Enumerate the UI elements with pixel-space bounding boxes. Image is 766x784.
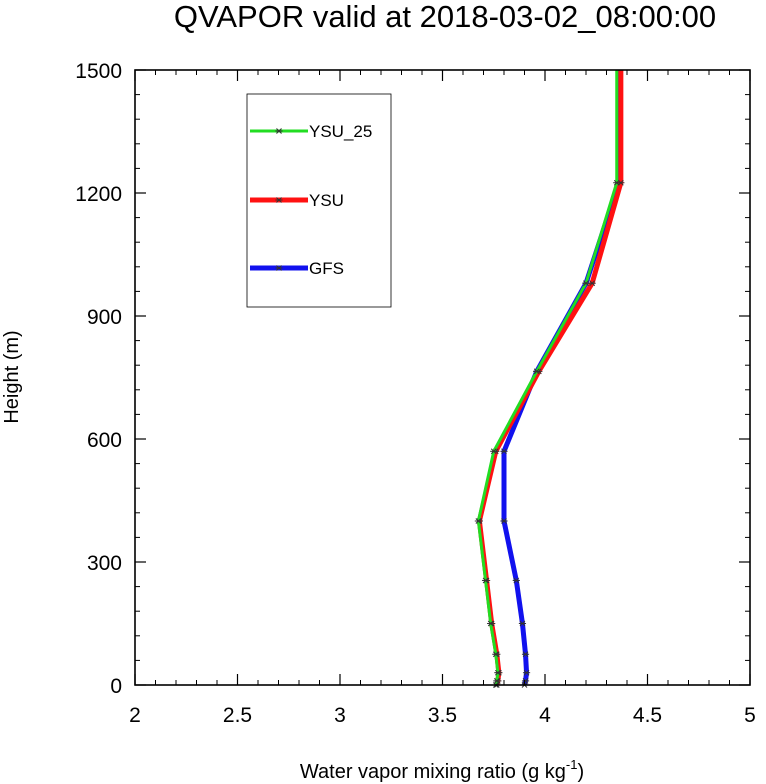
x-tick-label: 2 bbox=[129, 704, 141, 727]
series-line-ysu_25 bbox=[476, 70, 619, 686]
x-axis-label-superscript: -1 bbox=[566, 757, 578, 772]
series-ysu_25-marker bbox=[492, 651, 499, 658]
y-tick-label: 1200 bbox=[75, 183, 122, 206]
series-gfs bbox=[500, 70, 623, 688]
series-ysu_25-marker bbox=[475, 518, 482, 524]
x-tick-label: 3.5 bbox=[428, 704, 457, 727]
y-axis-label: Height (m) bbox=[1, 330, 23, 423]
series-ysu_25-marker bbox=[494, 669, 501, 676]
series-line-ysu bbox=[476, 70, 624, 686]
x-tick-label: 2.5 bbox=[223, 704, 252, 727]
series-ysu-marker bbox=[617, 179, 624, 186]
series-ysu_25-marker bbox=[583, 280, 589, 287]
series-gfs-marker bbox=[501, 448, 507, 455]
y-tick-label: 600 bbox=[87, 429, 122, 452]
x-tick-label: 4 bbox=[539, 704, 551, 727]
chart-title: QVAPOR valid at 2018-03-02_08:00:00 bbox=[174, 0, 716, 34]
y-tick-label: 300 bbox=[87, 552, 122, 575]
series-gfs-marker bbox=[513, 577, 520, 584]
y-tick-label: 1500 bbox=[75, 60, 122, 83]
series-gfs-marker bbox=[522, 678, 529, 684]
series-ysu_25-marker bbox=[482, 577, 489, 584]
legend-label: YSU bbox=[309, 191, 344, 210]
legend-items: YSU_25 YSU GFS bbox=[250, 122, 372, 278]
series-ysu_25-marker bbox=[487, 620, 494, 627]
ticks-layer: 2 2.5 3 3.5 4 4.5 5 0 300 600 900 1200 1500 bbox=[75, 60, 756, 727]
legend: YSU_25 YSU GFS bbox=[246, 93, 392, 308]
series-gfs-marker bbox=[522, 651, 529, 658]
x-tick-label: 3 bbox=[334, 704, 346, 727]
series-gfs-marker bbox=[523, 669, 530, 676]
legend-marker bbox=[276, 265, 282, 271]
series-line-gfs bbox=[501, 70, 622, 686]
series-ysu_25 bbox=[474, 70, 621, 688]
legend-item-ysu_25: YSU_25 bbox=[250, 122, 372, 141]
series-ysu_25-marker bbox=[613, 179, 620, 186]
series-gfs-marker bbox=[519, 620, 526, 627]
legend-marker bbox=[276, 197, 282, 203]
x-axis-label-tail: ) bbox=[577, 761, 584, 783]
series-layer bbox=[474, 70, 625, 688]
legend-label: YSU_25 bbox=[309, 122, 372, 141]
series-ysu-marker bbox=[589, 280, 596, 287]
x-axis-label-main: Water vapor mixing ratio (g kg bbox=[300, 761, 566, 783]
series-ysu_25-marker bbox=[493, 678, 500, 684]
series-gfs-marker bbox=[501, 518, 507, 524]
legend-item-gfs: GFS bbox=[250, 259, 344, 278]
legend-item-ysu: YSU bbox=[250, 191, 344, 210]
plot-frame bbox=[134, 69, 751, 686]
x-axis-label: Water vapor mixing ratio (g kg-1) bbox=[300, 757, 584, 783]
series-ysu bbox=[475, 70, 625, 688]
x-tick-label: 5 bbox=[744, 704, 756, 727]
legend-marker bbox=[276, 128, 282, 134]
y-tick-label: 900 bbox=[87, 306, 122, 329]
y-tick-label: 0 bbox=[110, 675, 122, 698]
x-tick-label: 4.5 bbox=[633, 704, 662, 727]
legend-label: GFS bbox=[309, 259, 344, 278]
series-ysu_25-marker bbox=[533, 368, 540, 375]
series-ysu_25-marker bbox=[490, 448, 497, 455]
